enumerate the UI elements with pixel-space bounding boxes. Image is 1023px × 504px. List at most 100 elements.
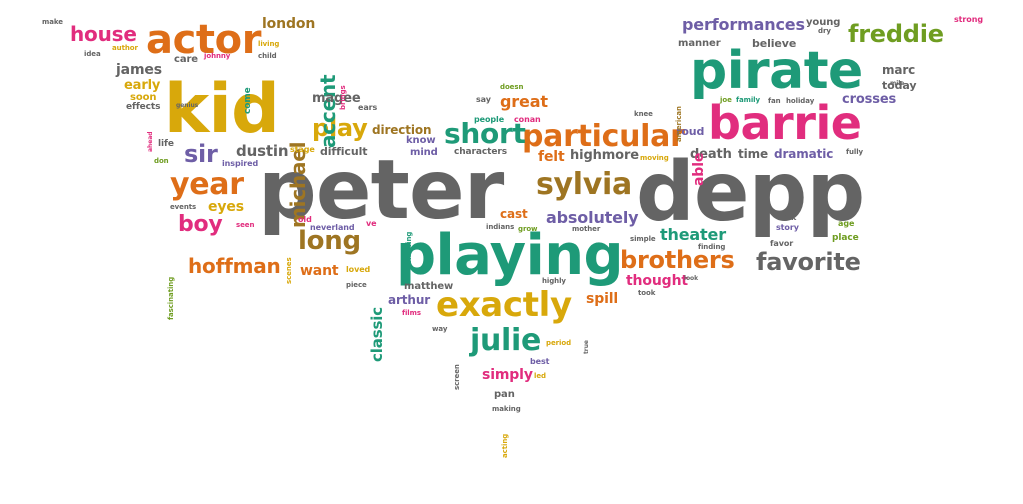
- word-genius: genius: [176, 102, 199, 109]
- word-story: story: [776, 223, 799, 232]
- word-accent: accent: [316, 74, 340, 148]
- word-manner: manner: [678, 38, 721, 49]
- word-stage: stage: [290, 145, 315, 154]
- word-barrie: barrie: [708, 96, 862, 150]
- word-indians: indians: [486, 223, 515, 231]
- word-highmore: highmore: [570, 148, 639, 163]
- word-dustin: dustin: [236, 142, 289, 160]
- word-time: time: [738, 147, 769, 161]
- word-particular: particular: [522, 119, 685, 154]
- word-felt: felt: [538, 149, 565, 165]
- word-ahead: ahead: [147, 131, 154, 152]
- word-kid: kid: [164, 70, 280, 149]
- word-grow: grow: [518, 225, 538, 233]
- word-finding: finding: [698, 243, 726, 251]
- word-eyes: eyes: [208, 199, 244, 215]
- word-effects: effects: [126, 102, 161, 112]
- word-brothers: brothers: [620, 246, 735, 274]
- word-fully: fully: [846, 148, 864, 156]
- word-want: want: [300, 263, 339, 279]
- word-sylvia: sylvia: [536, 167, 632, 202]
- word-thought: thought: [626, 273, 688, 289]
- word-mother: mother: [572, 225, 601, 233]
- word-favor: favor: [770, 239, 794, 248]
- word-hoffman: hoffman: [188, 254, 281, 278]
- word-true: true: [583, 340, 590, 354]
- word-brings: brings: [339, 85, 347, 110]
- word-best: best: [530, 357, 550, 366]
- word-exactly: exactly: [436, 285, 572, 325]
- word-today: today: [882, 79, 917, 92]
- word-direction: direction: [372, 123, 432, 137]
- word-death: death: [690, 147, 732, 162]
- word-ears: ears: [358, 103, 378, 112]
- word-know: know: [406, 135, 436, 146]
- word-difficult: difficult: [320, 145, 368, 158]
- word-old: old: [298, 215, 312, 224]
- word-classic: classic: [368, 307, 386, 362]
- word-play: play: [312, 114, 368, 142]
- word-magee: magee: [312, 91, 361, 106]
- word-johnny: johnny: [204, 52, 231, 60]
- word-dry: dry: [818, 27, 831, 35]
- word-life: life: [158, 139, 174, 149]
- word-spill: spill: [586, 291, 619, 307]
- word-child: child: [258, 52, 277, 60]
- word-young: young: [806, 17, 841, 28]
- word-idea: idea: [84, 50, 101, 58]
- word-living: living: [258, 40, 280, 48]
- word-julie: julie: [470, 323, 542, 358]
- word-soon: soon: [130, 92, 157, 103]
- word-come: come: [243, 87, 253, 114]
- word-performances: performances: [682, 15, 805, 34]
- word-scenes: scenes: [285, 257, 293, 284]
- word-highly: highly: [542, 277, 566, 285]
- word-took: took: [638, 289, 656, 297]
- word-fascinating: fascinating: [167, 276, 175, 320]
- word-doesn: doesn: [500, 83, 524, 91]
- word-strong: strong: [954, 15, 983, 24]
- word-look: look: [684, 275, 699, 282]
- word-period: period: [546, 339, 572, 347]
- word-moving: moving: [640, 154, 669, 162]
- word-people: people: [474, 115, 505, 124]
- word-characters: characters: [454, 147, 507, 157]
- word-nick: nick: [778, 213, 797, 222]
- word-making: making: [492, 405, 521, 413]
- word-led: led: [534, 372, 546, 380]
- word-fan: fan: [768, 97, 781, 105]
- word-sir: sir: [184, 140, 218, 168]
- word-american: american: [675, 106, 683, 142]
- word-care: care: [174, 54, 198, 65]
- word-don: don: [154, 157, 169, 165]
- word-holiday: holiday: [786, 97, 815, 105]
- word-pirate: pirate: [690, 41, 863, 101]
- word-seen: seen: [236, 221, 255, 229]
- word-conan: conan: [514, 115, 541, 124]
- word-roud: roud: [676, 125, 705, 138]
- word-make: make: [42, 18, 63, 26]
- word-family: family: [736, 96, 761, 104]
- word-neverland: neverland: [310, 223, 355, 232]
- word-place: place: [832, 233, 859, 243]
- word-films: films: [402, 309, 421, 317]
- word-playing: playing: [396, 223, 624, 288]
- word-loved: loved: [346, 265, 371, 274]
- word-way: way: [432, 325, 448, 333]
- word-early: early: [124, 78, 161, 93]
- word-james: james: [116, 62, 162, 78]
- word-short: short: [444, 117, 526, 150]
- word-joe: joe: [720, 96, 732, 104]
- word-theater: theater: [660, 225, 726, 244]
- word-simple: simple: [630, 235, 656, 243]
- word-cast: cast: [500, 207, 528, 221]
- word-favorite: favorite: [756, 248, 861, 276]
- word-ve: ve: [366, 219, 377, 228]
- word-dramatic: dramatic: [774, 147, 834, 161]
- word-year: year: [170, 167, 244, 202]
- word-age: age: [838, 219, 855, 228]
- word-pan: pan: [494, 389, 515, 400]
- word-mind: mind: [410, 147, 438, 158]
- word-actor: actor: [146, 17, 262, 63]
